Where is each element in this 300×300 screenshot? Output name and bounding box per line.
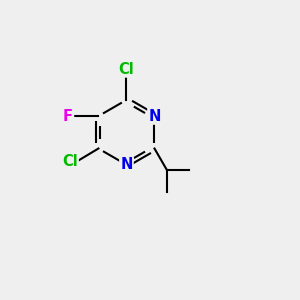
Text: Cl: Cl (118, 61, 134, 76)
Text: F: F (63, 109, 73, 124)
Text: N: N (148, 109, 161, 124)
Text: Cl: Cl (62, 154, 78, 169)
Text: N: N (120, 157, 133, 172)
